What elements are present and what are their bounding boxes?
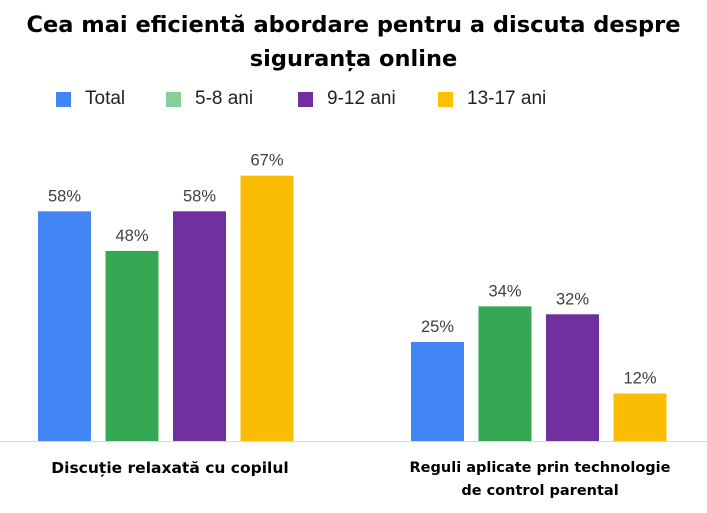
legend-swatch-9-12-ani [298, 91, 313, 107]
legend-item-13-17-ani: 13-17 ani [438, 84, 546, 114]
data-label-0-3: 67% [250, 152, 283, 170]
bar-1-1 [478, 306, 532, 441]
chart-title-line-1: Cea mai eficientă abordare pentru a disc… [26, 12, 681, 38]
data-label-1-2: 32% [556, 290, 589, 308]
legend-label-5-8-ani: 5-8 ani [195, 88, 254, 109]
data-label-1-3: 12% [623, 369, 656, 387]
category-label-line: Reguli aplicate prin technologie [409, 460, 671, 476]
legend-swatch-13-17-ani [438, 91, 453, 107]
category-label-line: Discuție relaxată cu copilul [51, 459, 289, 477]
data-label-0-2: 58% [183, 187, 216, 205]
data-label-1-0: 25% [421, 318, 454, 336]
bar-0-2 [173, 211, 226, 441]
legend-item-total: Total [56, 84, 125, 114]
chart-legend: Total 5-8 ani 9-12 ani 13-17 ani [0, 84, 707, 114]
legend-item-5-8-ani: 5-8 ani [166, 84, 253, 114]
bar-0-1 [105, 250, 159, 441]
data-label-0-0: 58% [48, 187, 81, 205]
category-label-reguli-control-parental: Reguli aplicate prin technologie de cont… [390, 457, 690, 503]
legend-label-9-12-ani: 9-12 ani [327, 88, 396, 109]
legend-item-9-12-ani: 9-12 ani [298, 84, 396, 114]
data-label-1-1: 34% [488, 282, 521, 300]
data-label-0-1: 48% [115, 227, 148, 245]
chart-title: Cea mai eficientă abordare pentru a disc… [0, 8, 707, 76]
legend-label-total: Total [85, 88, 126, 109]
bar-1-2 [546, 314, 599, 441]
bar-0-0 [38, 211, 91, 441]
legend-swatch-5-8-ani [166, 91, 181, 107]
category-label-line: de control parental [461, 483, 619, 499]
bar-1-0 [411, 342, 464, 441]
legend-label-13-17-ani: 13-17 ani [467, 88, 547, 109]
bar-0-3 [240, 175, 294, 441]
category-label-discutie-relaxata: Discuție relaxată cu copilul [20, 456, 320, 480]
chart-title-line-2: siguranța online [249, 46, 458, 72]
bar-1-3 [613, 393, 667, 441]
legend-swatch-total [56, 91, 71, 107]
